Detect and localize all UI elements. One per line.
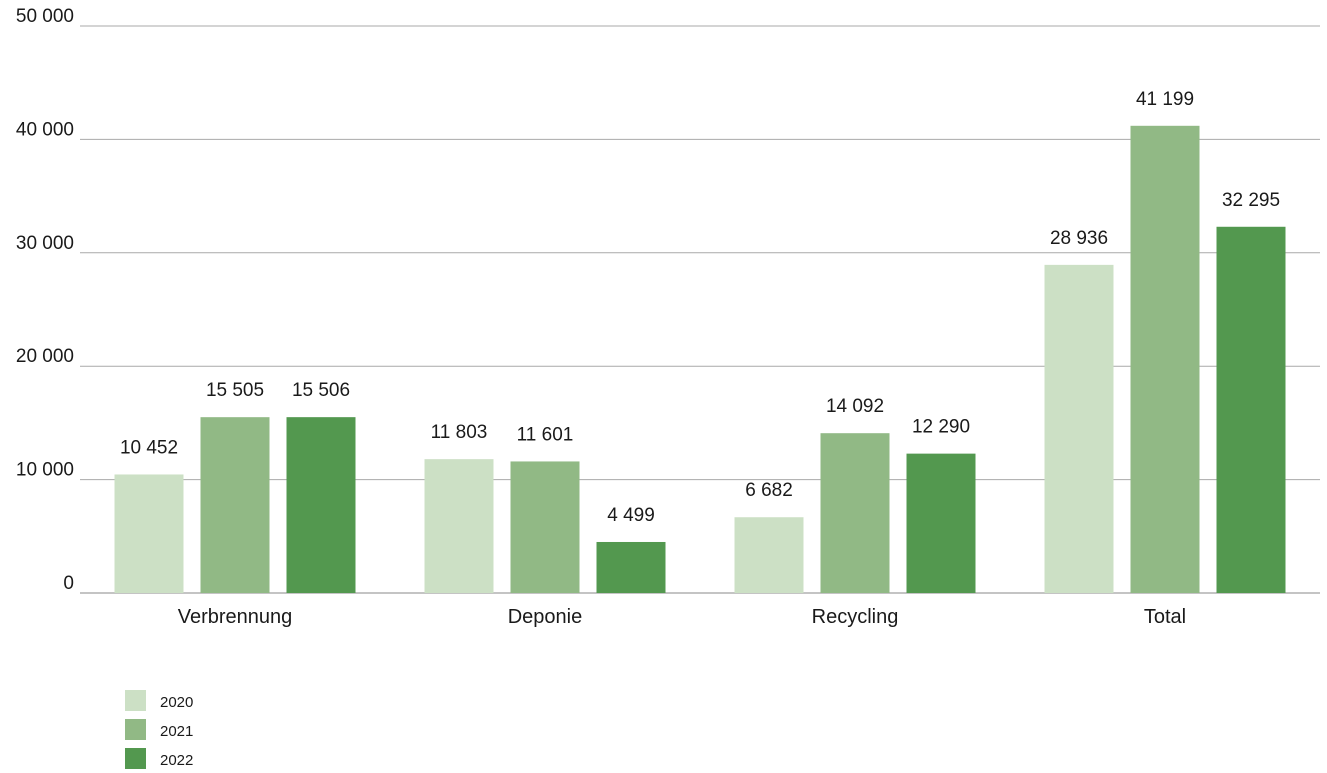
bar (596, 541, 666, 593)
legend-swatch (125, 719, 146, 740)
legend-label: 2020 (160, 694, 193, 711)
bars-layer (114, 125, 1286, 593)
data-label: 14 092 (826, 396, 884, 417)
data-label: 4 499 (607, 505, 655, 526)
y-tick-label: 30 000 (16, 233, 74, 254)
data-label: 15 505 (206, 380, 264, 401)
bar (1216, 226, 1286, 593)
y-tick-label: 20 000 (16, 346, 74, 367)
data-label: 11 601 (517, 424, 574, 445)
bar (734, 517, 804, 593)
y-tick-label: 10 000 (16, 460, 74, 481)
bar (510, 461, 580, 593)
bar (1130, 125, 1200, 593)
grid-layer: 0 10 000 20 000 30 000 40 000 50 000 (16, 6, 1320, 594)
y-tick-label: 40 000 (16, 119, 74, 140)
data-label: 41 199 (1136, 89, 1194, 110)
data-label: 28 936 (1050, 228, 1108, 249)
legend-swatch (125, 748, 146, 769)
bar (200, 417, 270, 593)
bar (286, 417, 356, 593)
legend-swatch (125, 690, 146, 711)
category-label: Total (1144, 606, 1186, 628)
labels-layer: 10 452 15 505 15 506 Verbrennung 11 803 11 60… (120, 89, 1280, 628)
bar (114, 474, 184, 593)
legend: 2020 2021 2022 (125, 690, 193, 769)
data-label: 12 290 (912, 417, 970, 438)
legend-label: 2022 (160, 752, 193, 769)
category-label: Verbrennung (178, 606, 293, 628)
bar (906, 453, 976, 593)
legend-label: 2021 (160, 723, 193, 740)
bar (1044, 264, 1114, 593)
data-label: 15 506 (292, 380, 350, 401)
data-label: 6 682 (745, 480, 793, 501)
bar (424, 459, 494, 593)
y-tick-label: 0 (63, 573, 74, 594)
bar (820, 433, 890, 593)
category-label: Recycling (812, 606, 899, 628)
data-label: 32 295 (1222, 190, 1280, 211)
data-label: 11 803 (431, 422, 488, 443)
data-label: 10 452 (120, 437, 178, 458)
y-tick-label: 50 000 (16, 6, 74, 27)
category-label: Deponie (508, 606, 583, 628)
